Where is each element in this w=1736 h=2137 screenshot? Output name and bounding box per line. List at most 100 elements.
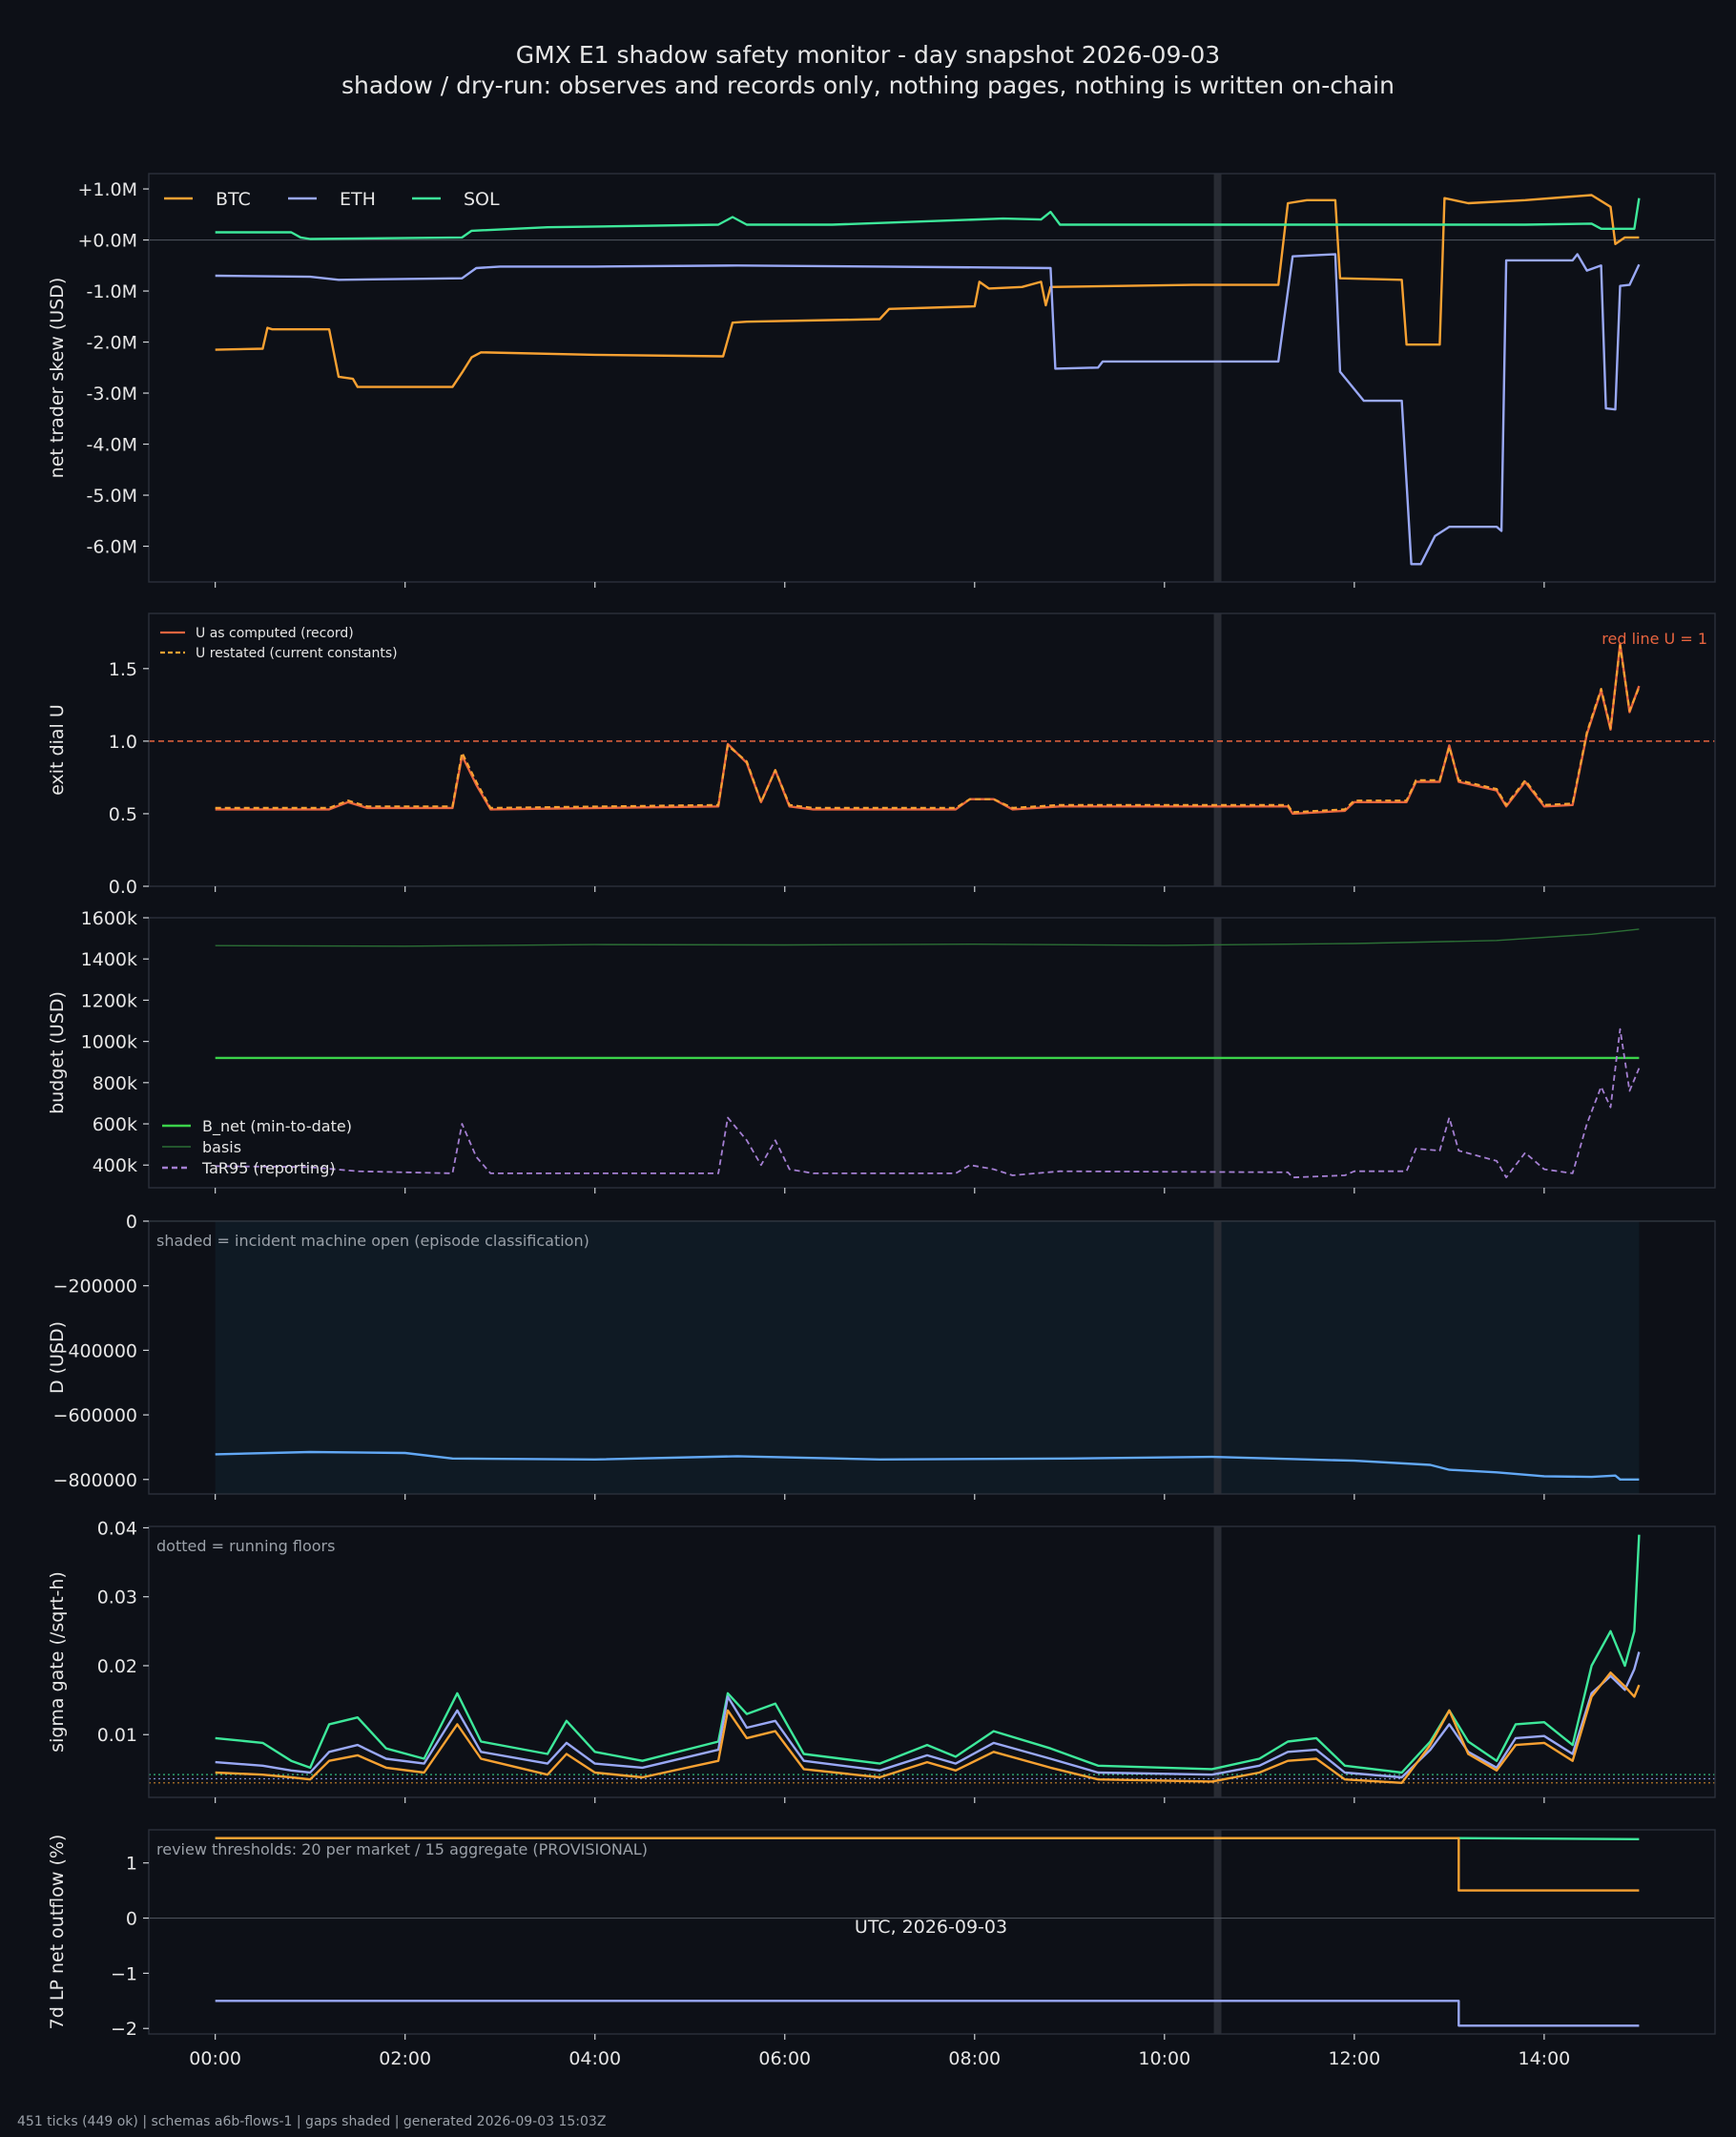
y-tick-label: -3.0M xyxy=(87,384,137,405)
series-line-btc xyxy=(215,1836,1640,1892)
footer-status: 451 ticks (449 ok) | schemas a6b-flows-1… xyxy=(17,2114,606,2129)
plot-frame xyxy=(148,1525,1716,1798)
incident-shade xyxy=(215,1221,1640,1494)
series-line-eth xyxy=(215,1651,1641,1779)
legend: BTC ETH SOL xyxy=(164,189,500,210)
plot-area xyxy=(149,174,1715,582)
legend-label: basis xyxy=(202,1138,241,1156)
panel-note: review thresholds: 20 per market / 15 ag… xyxy=(156,1840,648,1858)
gap-shade xyxy=(1213,918,1222,1188)
y-tick-label: 0.01 xyxy=(97,1725,137,1746)
gap-shade xyxy=(1213,1526,1222,1797)
y-tick-label: 600k xyxy=(93,1114,137,1135)
x-tick-label: 10:00 xyxy=(1138,2048,1190,2069)
y-tick-label: -6.0M xyxy=(87,537,137,558)
chart-title: GMX E1 shadow safety monitor - day snaps… xyxy=(516,41,1220,69)
red-line-label: red line U = 1 xyxy=(1602,630,1707,648)
x-tick-label: 06:00 xyxy=(758,2048,811,2069)
x-tick-label: 14:00 xyxy=(1518,2048,1570,2069)
panel-note: dotted = running floors xyxy=(156,1537,335,1555)
plot-frame xyxy=(148,612,1716,887)
plot-area xyxy=(149,613,1715,886)
panel-lp_outflow: 1 0 −1 −2 00:00 02:00 04:00 06:00 08:00 10:00 12:0… xyxy=(47,1829,1716,2069)
series-line-d xyxy=(215,1450,1640,1481)
y-tick-label: -2.0M xyxy=(87,333,137,354)
series-line-sol xyxy=(215,197,1641,240)
plot-area xyxy=(149,918,1715,1188)
y-tick-label: −1 xyxy=(111,1963,137,1984)
y-tick-label: 1.5 xyxy=(109,659,137,680)
series-line-sol xyxy=(215,1534,1641,1774)
series-line-basis xyxy=(215,928,1640,947)
series-line-u-as-computed-record- xyxy=(215,642,1641,816)
x-axis-label: UTC, 2026-09-03 xyxy=(855,1917,1007,1938)
gap-shade xyxy=(1213,174,1222,582)
x-tick-label: 12:00 xyxy=(1328,2048,1380,2069)
y-tick-label: 800k xyxy=(93,1073,137,1094)
gap-shade xyxy=(1213,613,1222,886)
y-tick-label: 400k xyxy=(93,1155,137,1176)
y-axis-label: budget (USD) xyxy=(47,991,68,1114)
plot-frame xyxy=(148,1829,1716,2035)
y-axis-label: 7d LP net outflow (%) xyxy=(47,1835,68,2030)
y-tick-label: −400000 xyxy=(53,1340,137,1361)
y-tick-label: 0 xyxy=(126,1212,137,1233)
y-tick-label: -4.0M xyxy=(87,435,137,456)
y-tick-label: 0.03 xyxy=(97,1587,137,1608)
legend-label: B_net (min-to-date) xyxy=(202,1117,352,1136)
plot-frame xyxy=(148,1220,1716,1495)
series-line-u-restated-current-constants- xyxy=(215,644,1641,814)
legend-label: BTC xyxy=(216,189,251,210)
legend-label: U restated (current constants) xyxy=(196,646,398,661)
gap-shade xyxy=(1213,1830,1222,2034)
plot-frame xyxy=(148,917,1716,1189)
y-tick-label: 1 xyxy=(126,1854,137,1875)
y-tick-label: 1000k xyxy=(81,1032,137,1053)
legend: B_net (min-to-date) basis TaR95 (reporting… xyxy=(162,1117,352,1177)
y-tick-label: 0 xyxy=(126,1909,137,1930)
y-tick-label: -1.0M xyxy=(87,281,137,302)
y-tick-label: +0.0M xyxy=(77,231,137,252)
y-axis-label: exit dial U xyxy=(47,704,68,796)
y-tick-label: 0.5 xyxy=(109,804,137,825)
panel-exit_dial: red line U = 1 0.0 0.5 1.0 1.5 exit dial U U a… xyxy=(47,612,1716,898)
y-tick-label: 1200k xyxy=(81,990,137,1011)
chart-subtitle: shadow / dry-run: observes and records o… xyxy=(341,72,1395,99)
panels: +1.0M +0.0M -1.0M -2.0M -3.0M -4.0M -5.0M -6.0M… xyxy=(47,173,1716,2069)
series-line-eth xyxy=(215,253,1641,566)
gap-shade xyxy=(1213,1221,1222,1494)
y-tick-label: 0.02 xyxy=(97,1656,137,1677)
panel-sigma_gate: 0.01 0.02 0.03 0.04 sigma gate (/sqrt-h) dott… xyxy=(47,1518,1716,1803)
legend-label: U as computed (record) xyxy=(196,626,354,641)
y-tick-label: 0.04 xyxy=(97,1518,137,1539)
series-line-eth xyxy=(215,2000,1640,2027)
legend-label: SOL xyxy=(464,189,500,210)
x-tick-label: 08:00 xyxy=(948,2048,1001,2069)
x-tick-label: 00:00 xyxy=(189,2048,241,2069)
series-line-tar95-reporting- xyxy=(215,1027,1641,1179)
y-tick-label: −600000 xyxy=(53,1405,137,1426)
panel-skew: +1.0M +0.0M -1.0M -2.0M -3.0M -4.0M -5.0M -6.0M… xyxy=(47,173,1716,588)
series-line-btc xyxy=(215,1671,1641,1784)
y-tick-label: 1600k xyxy=(81,908,137,929)
y-tick-label: −2 xyxy=(111,2019,137,2040)
y-tick-label: 1.0 xyxy=(109,732,137,753)
panel-drawdown: 0 −200000 −400000 −600000 −800000 D (USD) shad… xyxy=(47,1212,1716,1500)
panel-note: shaded = incident machine open (episode … xyxy=(156,1232,589,1250)
y-tick-label: -5.0M xyxy=(87,486,137,507)
x-tick-label: 02:00 xyxy=(379,2048,431,2069)
y-axis-label: net trader skew (USD) xyxy=(47,278,68,479)
legend-label: TaR95 (reporting) xyxy=(201,1159,336,1177)
series-line-btc xyxy=(215,194,1640,388)
legend: U as computed (record) U restated (curren… xyxy=(160,626,398,661)
y-tick-label: −800000 xyxy=(53,1470,137,1491)
y-axis-label: D (USD) xyxy=(47,1321,68,1394)
y-tick-label: −200000 xyxy=(53,1276,137,1297)
panel-budget: 400k 600k 800k 1000k 1200k 1400k 1600k budget (… xyxy=(47,908,1716,1193)
plot-frame xyxy=(148,173,1716,583)
y-axis-label: sigma gate (/sqrt-h) xyxy=(47,1571,68,1753)
x-tick-label: 04:00 xyxy=(568,2048,621,2069)
y-tick-label: +1.0M xyxy=(77,179,137,200)
y-tick-label: 0.0 xyxy=(109,877,137,898)
